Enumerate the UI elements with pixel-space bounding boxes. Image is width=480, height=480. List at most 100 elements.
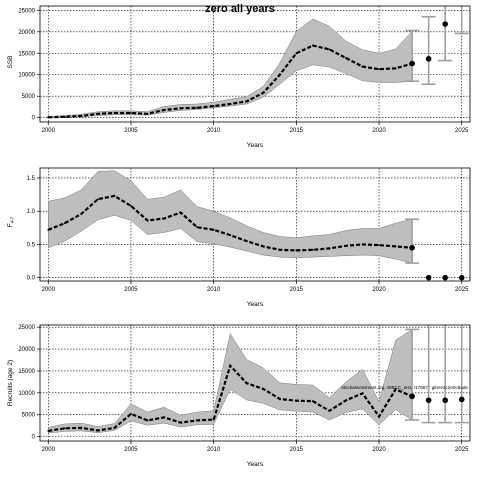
estimate-point xyxy=(179,211,182,214)
estimate-point xyxy=(311,248,314,251)
projection-point xyxy=(442,397,448,404)
confidence-band xyxy=(48,170,413,264)
estimate-point xyxy=(179,421,182,424)
estimate-point xyxy=(229,234,232,237)
y-tick-label: 1.5 xyxy=(27,176,36,182)
estimate-point xyxy=(63,222,66,225)
projection-point xyxy=(425,56,432,62)
y-tick-label: 25000 xyxy=(18,8,35,14)
estimate-point xyxy=(328,48,331,51)
estimate-point xyxy=(328,409,331,412)
estimate-point xyxy=(163,109,165,111)
estimate-point xyxy=(212,418,215,421)
estimate-point xyxy=(96,112,99,115)
y-axis-label: Recruits (age 2) xyxy=(7,360,14,406)
estimate-point xyxy=(146,419,149,422)
estimate-point xyxy=(295,52,298,55)
x-tick-label: 2015 xyxy=(290,128,304,134)
estimate-point xyxy=(262,388,265,390)
figure-title: zero all years xyxy=(205,3,275,15)
estimate-point xyxy=(212,228,215,231)
y-tick-label: 0.0 xyxy=(27,276,36,282)
plot-frame xyxy=(39,167,471,282)
estimate-point xyxy=(146,219,149,222)
y-tick-label: 0.5 xyxy=(27,242,36,248)
y-tick-label: 0 xyxy=(32,116,36,122)
projection-point xyxy=(409,244,415,251)
x-axis-label: Years xyxy=(247,301,264,308)
y-tick-label: 10000 xyxy=(18,391,35,397)
estimate-point xyxy=(262,91,265,94)
chart-panel-3: 2000 2005 2010 2015 2020 2025 0 5000 10000 15000 2… xyxy=(7,324,471,468)
x-tick-label: 2005 xyxy=(124,287,138,293)
estimate-point xyxy=(229,364,232,367)
y-tick-label: 15000 xyxy=(18,51,35,57)
x-tick-label: 2025 xyxy=(455,128,469,134)
estimate-point xyxy=(113,112,116,114)
projection-point xyxy=(409,60,415,67)
y-tick-label: 25000 xyxy=(18,325,35,331)
x-tick-label: 2000 xyxy=(42,128,56,134)
estimate-point xyxy=(345,399,347,402)
estimate-point xyxy=(295,249,298,252)
estimate-point xyxy=(80,115,83,117)
plot-frame xyxy=(39,324,471,442)
x-tick-label: 2015 xyxy=(290,287,304,293)
estimate-point xyxy=(113,195,116,197)
y-axis-label: F4-7 xyxy=(7,216,15,227)
estimate-point xyxy=(394,388,397,391)
estimate-point xyxy=(345,244,347,247)
x-tick-label: 2020 xyxy=(372,287,386,293)
x-tick-label: 2005 xyxy=(124,447,138,453)
x-tick-label: 2000 xyxy=(42,287,56,293)
projection-point xyxy=(442,274,448,281)
projection-point xyxy=(458,274,465,281)
estimate-point xyxy=(361,243,364,246)
estimate-point xyxy=(311,400,314,403)
estimate-point xyxy=(278,398,281,400)
chart-panel-2: 2000 2005 2010 2015 2020 2025 0.0 0.5 1.0 1.5 Year… xyxy=(7,167,471,308)
estimate-point xyxy=(361,65,364,68)
estimate-point xyxy=(196,226,199,229)
x-axis-label: Years xyxy=(247,142,264,149)
estimate-point xyxy=(179,107,182,110)
projection-point xyxy=(409,393,415,400)
estimate-point xyxy=(130,204,132,207)
x-tick-label: 2020 xyxy=(372,128,386,134)
estimate-point xyxy=(311,44,314,47)
estimate-point xyxy=(278,248,281,251)
estimate-point xyxy=(146,112,149,115)
x-tick-label: 2025 xyxy=(455,287,469,293)
estimate-point xyxy=(245,100,248,103)
estimate-point xyxy=(245,382,248,385)
confidence-band xyxy=(48,18,413,118)
estimate-point xyxy=(378,68,380,71)
y-tick-label: 15000 xyxy=(18,369,35,375)
estimate-point xyxy=(47,430,50,432)
x-tick-label: 2005 xyxy=(124,128,138,134)
y-tick-label: 1.0 xyxy=(27,209,36,215)
x-tick-label: 2010 xyxy=(207,447,221,453)
estimate-point xyxy=(63,427,66,430)
projection-point xyxy=(425,397,432,404)
x-tick-label: 2010 xyxy=(207,128,221,134)
estimate-point xyxy=(378,244,380,247)
projection-point xyxy=(425,274,432,281)
estimate-point xyxy=(361,392,364,395)
estimate-point xyxy=(245,240,248,243)
projection-point xyxy=(458,396,465,403)
x-tick-label: 2025 xyxy=(455,447,469,453)
estimate-point xyxy=(378,415,380,418)
y-axis-label: SSB xyxy=(7,55,14,68)
estimate-point xyxy=(295,399,298,402)
estimate-point xyxy=(113,426,116,429)
y-tick-label: 5000 xyxy=(22,94,36,100)
x-tick-label: 2015 xyxy=(290,447,304,453)
confidence-band xyxy=(48,328,413,434)
estimate-point xyxy=(63,115,66,118)
y-tick-label: 10000 xyxy=(18,73,35,79)
estimate-point xyxy=(163,217,165,220)
y-tick-label: 5000 xyxy=(22,413,36,419)
x-tick-label: 2010 xyxy=(207,287,221,293)
estimate-point xyxy=(394,67,397,70)
